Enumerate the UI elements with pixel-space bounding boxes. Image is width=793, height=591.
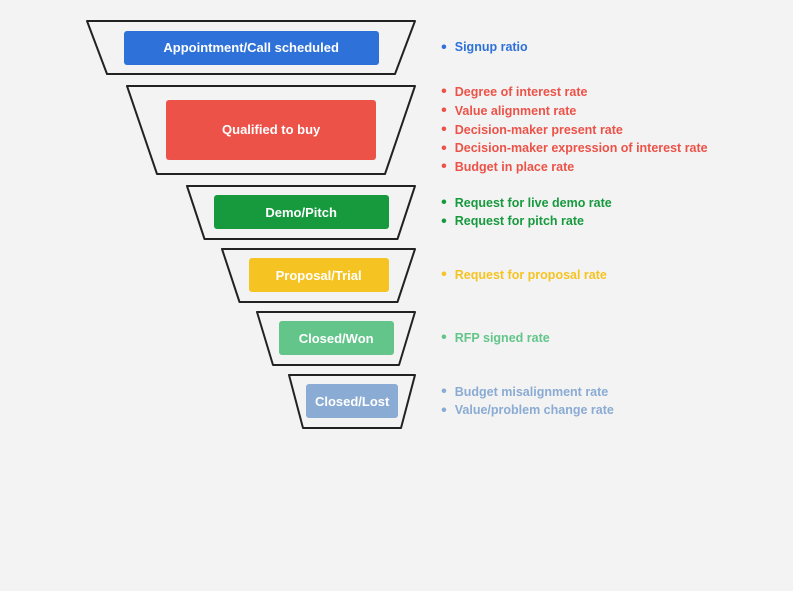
funnel-segment-lost: Closed/Lost [288, 374, 416, 429]
stage-row-lost: Closed/Lost Budget misalignment rateValue… [0, 374, 793, 429]
metric-item: Value/problem change rate [441, 401, 793, 420]
metric-item: Degree of interest rate [441, 83, 793, 102]
stage-left: Closed/Won [0, 311, 436, 366]
funnel-segment-demo: Demo/Pitch [186, 185, 416, 240]
stage-label-won: Closed/Won [279, 321, 394, 355]
metric-item: Request for proposal rate [441, 266, 793, 285]
stage-metrics-lost: Budget misalignment rateValue/problem ch… [436, 383, 793, 421]
stage-row-proposal: Proposal/Trial Request for proposal rate [0, 248, 793, 303]
stage-metrics-qualified: Degree of interest rateValue alignment r… [436, 83, 793, 177]
metric-item: Request for live demo rate [441, 194, 793, 213]
stage-row-won: Closed/Won RFP signed rate [0, 311, 793, 366]
stage-metrics-appointment: Signup ratio [436, 38, 793, 57]
stage-left: Closed/Lost [0, 374, 436, 429]
stage-metrics-proposal: Request for proposal rate [436, 266, 793, 285]
stage-metrics-demo: Request for live demo rateRequest for pi… [436, 194, 793, 232]
funnel-segment-won: Closed/Won [256, 311, 416, 366]
metric-item: RFP signed rate [441, 329, 793, 348]
funnel-segment-proposal: Proposal/Trial [221, 248, 416, 303]
stage-row-qualified: Qualified to buy Degree of interest rateV… [0, 83, 793, 177]
stage-metrics-won: RFP signed rate [436, 329, 793, 348]
stage-row-appointment: Appointment/Call scheduled Signup ratio [0, 20, 793, 75]
stage-left: Demo/Pitch [0, 185, 436, 240]
metric-item: Decision-maker expression of interest ra… [441, 139, 793, 158]
stage-left: Proposal/Trial [0, 248, 436, 303]
metric-item: Budget misalignment rate [441, 383, 793, 402]
stage-label-proposal: Proposal/Trial [249, 258, 389, 292]
stage-label-demo: Demo/Pitch [214, 195, 389, 229]
funnel-container: Appointment/Call scheduled Signup ratio Qu… [0, 20, 793, 429]
stage-left: Appointment/Call scheduled [0, 20, 436, 75]
metric-item: Signup ratio [441, 38, 793, 57]
funnel-segment-appointment: Appointment/Call scheduled [86, 20, 416, 75]
metric-item: Value alignment rate [441, 102, 793, 121]
metric-item: Request for pitch rate [441, 212, 793, 231]
stage-label-lost: Closed/Lost [306, 384, 398, 418]
stage-label-appointment: Appointment/Call scheduled [124, 31, 379, 65]
stage-row-demo: Demo/Pitch Request for live demo rateRequ… [0, 185, 793, 240]
funnel-segment-qualified: Qualified to buy [126, 85, 416, 175]
metric-item: Decision-maker present rate [441, 121, 793, 140]
stage-left: Qualified to buy [0, 85, 436, 175]
stage-label-qualified: Qualified to buy [166, 100, 376, 160]
metric-item: Budget in place rate [441, 158, 793, 177]
